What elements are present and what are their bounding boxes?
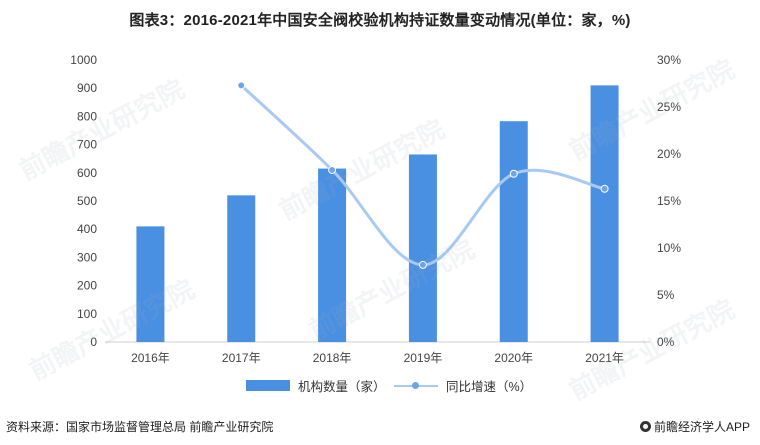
right-axis-tick-label: 5% (657, 288, 675, 302)
growth-point (418, 260, 427, 269)
brand-label: 前瞻经济学人APP (653, 420, 750, 434)
left-axis-tick-label: 400 (77, 222, 97, 236)
left-axis-tick-label: 800 (77, 109, 97, 123)
source-note: 资料来源：国家市场监督管理总局 前瞻产业研究院 (6, 420, 274, 434)
chart-legend: 机构数量（家） 同比增速（%） (0, 376, 760, 394)
bar (227, 195, 256, 342)
right-axis-tick-label: 30% (657, 53, 681, 67)
legend-bar-swatch (246, 380, 290, 391)
legend-item-line[interactable]: 同比增速（%） (394, 376, 532, 395)
left-axis-tick-label: 1000 (70, 53, 97, 67)
legend-line-label: 同比增速（%） (446, 380, 533, 394)
left-axis-tick-label: 300 (77, 250, 97, 264)
legend-item-bars[interactable]: 机构数量（家） (246, 376, 386, 395)
brand-credit: 前瞻经济学人APP (639, 418, 750, 435)
growth-point (509, 169, 518, 178)
bar (499, 121, 528, 342)
growth-point (237, 81, 246, 90)
left-axis-tick-label: 0 (90, 335, 97, 349)
legend-line-swatch (394, 380, 438, 391)
x-axis-tick-label: 2020年 (494, 351, 533, 365)
left-axis-tick-label: 600 (77, 166, 97, 180)
growth-point (328, 165, 337, 174)
left-axis-tick-label: 500 (77, 194, 97, 208)
bar (590, 85, 619, 342)
right-axis-tick-label: 0% (657, 335, 675, 349)
x-axis-tick-label: 2019年 (404, 351, 443, 365)
brand-logo-icon (639, 421, 651, 432)
left-axis-tick-label: 100 (77, 307, 97, 321)
growth-point (600, 184, 609, 193)
right-axis-tick-label: 20% (657, 147, 681, 161)
x-axis-tick-label: 2021年 (585, 351, 624, 365)
x-axis-tick-label: 2018年 (313, 351, 352, 365)
right-axis-tick-label: 25% (657, 100, 681, 114)
left-axis-tick-label: 700 (77, 138, 97, 152)
right-axis-tick-label: 15% (657, 194, 681, 208)
x-axis-tick-label: 2016年 (131, 351, 170, 365)
bar (318, 168, 347, 342)
legend-bar-label: 机构数量（家） (298, 380, 386, 394)
x-axis-tick-label: 2017年 (222, 351, 261, 365)
bar (408, 154, 437, 342)
right-axis-tick-label: 10% (657, 241, 681, 255)
left-axis-tick-label: 900 (77, 81, 97, 95)
left-axis-tick-label: 200 (77, 279, 97, 293)
chart-title: 图表3：2016-2021年中国安全阀校验机构持证数量变动情况(单位：家，%) (129, 12, 631, 29)
bar (136, 226, 165, 342)
